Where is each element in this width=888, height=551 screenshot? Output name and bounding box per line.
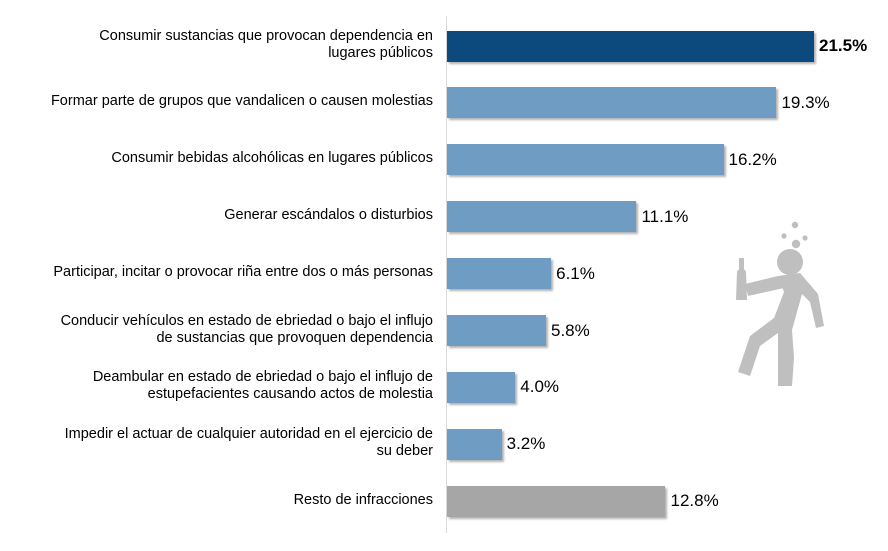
data-label: 19.3% xyxy=(781,92,830,112)
bar xyxy=(447,87,777,119)
category-label: Participar, incitar o provocar riña entr… xyxy=(0,264,433,281)
category-label-line: de sustancias que provoquen dependencia xyxy=(156,329,433,346)
data-label: 16.2% xyxy=(728,149,777,169)
category-label: Formar parte de grupos que vandalicen o … xyxy=(0,93,433,110)
drunk-person-with-bottle-icon xyxy=(736,221,824,386)
data-label: 21.5% xyxy=(819,36,868,55)
bar xyxy=(447,30,814,62)
bar xyxy=(447,201,637,233)
category-label: Resto de infracciones xyxy=(0,492,433,509)
data-label: 6.1% xyxy=(556,263,595,283)
category-label: Conducir vehículos en estado de ebriedad… xyxy=(0,313,433,347)
category-label-line: Impedir el actuar de cualquier autoridad… xyxy=(64,426,433,443)
data-label: 11.1% xyxy=(641,206,689,226)
category-label-line: Deambular en estado de ebriedad o bajo e… xyxy=(92,369,433,386)
bar xyxy=(447,144,724,176)
category-label-line: Participar, incitar o provocar riña entr… xyxy=(53,264,433,281)
data-label: 5.8% xyxy=(551,320,590,340)
category-label-line: lugares públicos xyxy=(328,45,433,61)
category-label: Consumir sustancias que provocan depende… xyxy=(0,28,433,62)
category-label-line: su deber xyxy=(376,443,433,460)
category-label-line: Resto de infracciones xyxy=(293,491,433,508)
category-label-line: Conducir vehículos en estado de ebriedad… xyxy=(60,312,433,329)
data-label: 12.8% xyxy=(670,491,719,511)
data-label: 4.0% xyxy=(520,377,560,397)
data-label: 3.2% xyxy=(506,434,546,454)
category-label-line: Consumir bebidas alcohólicas en lugares … xyxy=(111,150,433,167)
category-label-line: estupefacientes causando actos de molest… xyxy=(147,386,433,403)
category-label: Impedir el actuar de cualquier autoridad… xyxy=(0,426,433,460)
category-label-line: Formar parte de grupos que vandalicen o … xyxy=(50,93,433,110)
bar xyxy=(447,485,666,517)
category-label: Consumir bebidas alcohólicas en lugares … xyxy=(0,150,433,167)
bar xyxy=(447,258,552,290)
bar xyxy=(447,315,546,346)
bar xyxy=(447,371,516,403)
bar xyxy=(447,428,502,460)
category-label: Deambular en estado de ebriedad o bajo e… xyxy=(0,369,433,403)
category-label-line: Generar escándalos o disturbios xyxy=(224,207,433,224)
category-axis-line xyxy=(446,16,447,533)
category-label-line: Consumir sustancias que provocan depende… xyxy=(99,28,433,44)
category-label: Generar escándalos o disturbios xyxy=(0,207,433,224)
